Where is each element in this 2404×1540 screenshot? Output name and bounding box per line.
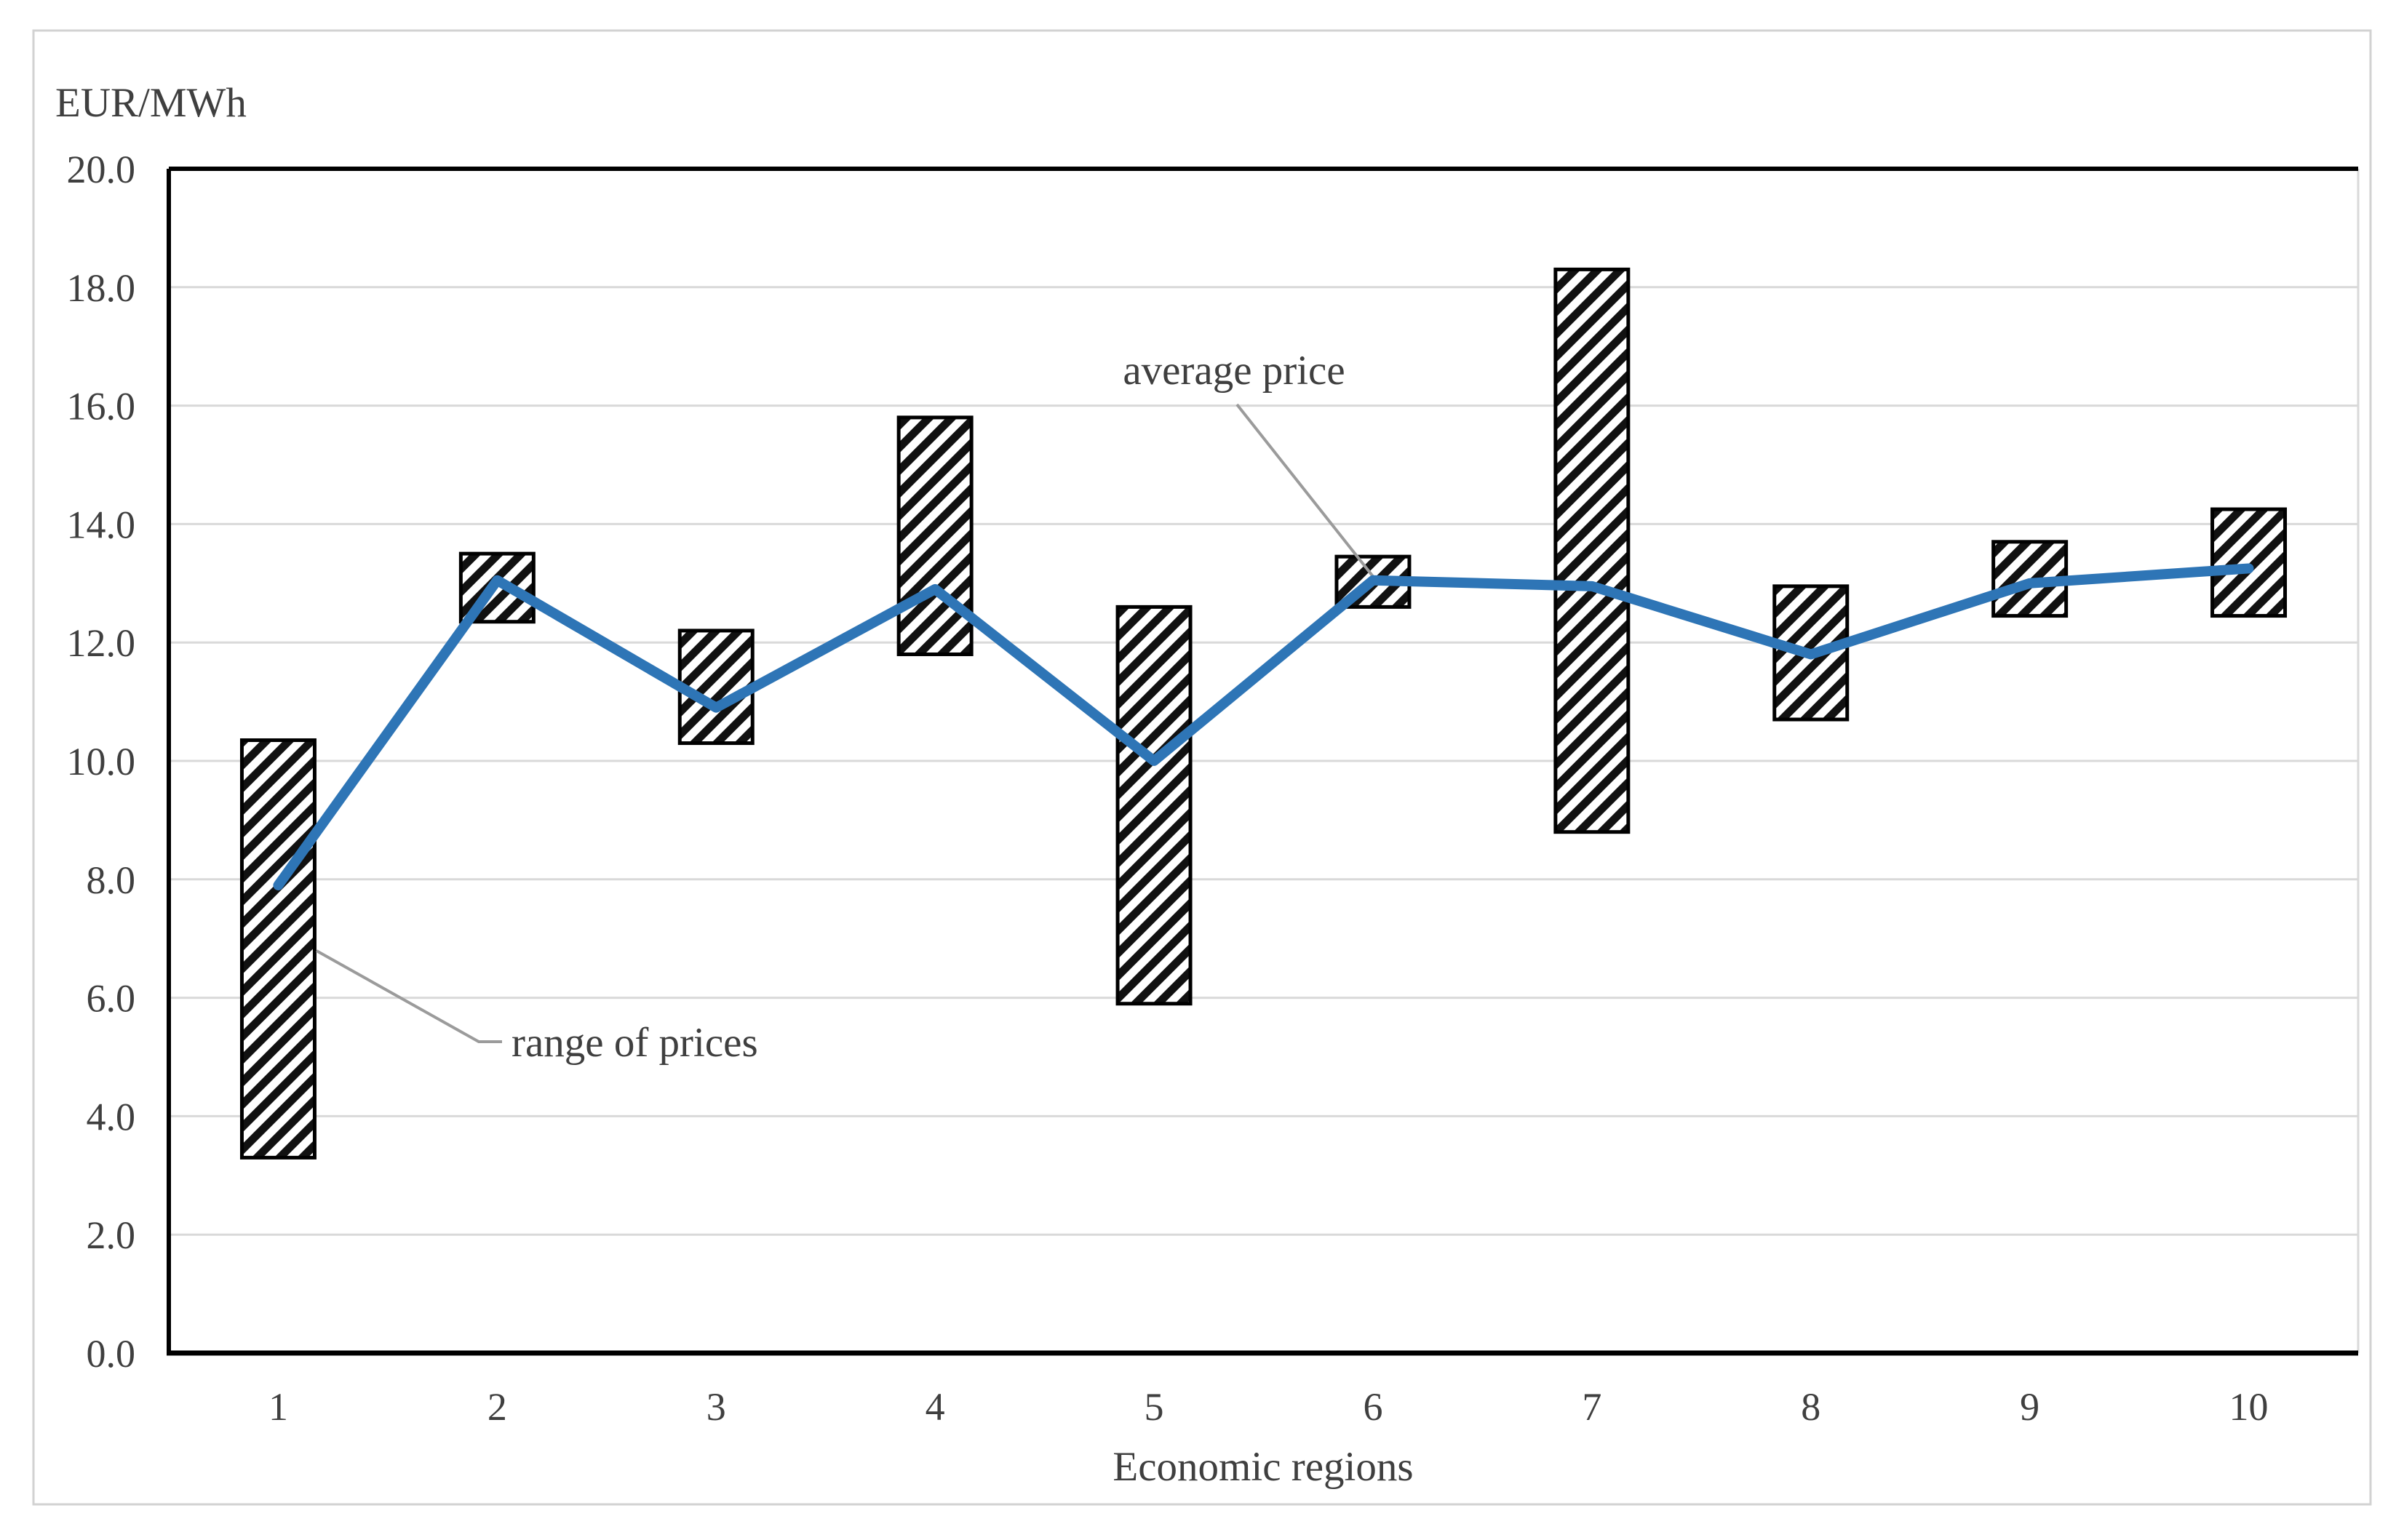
gridlines-group xyxy=(169,286,2358,1236)
range-bar xyxy=(1553,267,1631,834)
y-tick-label: 2.0 xyxy=(87,1213,136,1257)
x-tick-label: 4 xyxy=(926,1385,945,1429)
y-tick-label: 20.0 xyxy=(67,148,136,191)
y-tick-label: 10.0 xyxy=(67,740,136,783)
y-tick-label: 14.0 xyxy=(67,503,136,546)
average-price-line xyxy=(273,563,2254,890)
y-tick-label: 16.0 xyxy=(67,385,136,428)
x-tick-label: 10 xyxy=(2229,1385,2269,1429)
y-tick-label: 0.0 xyxy=(87,1332,136,1376)
x-axis-title: Economic regions xyxy=(1113,1444,1413,1490)
y-tick-label: 6.0 xyxy=(87,977,136,1021)
x-tick-label: 2 xyxy=(487,1385,507,1429)
y-axis-unit-title: EUR/MWh xyxy=(55,80,247,126)
average-price-leader-line xyxy=(1235,403,1379,583)
range-bar xyxy=(1115,605,1193,1006)
figure-border xyxy=(32,29,2372,1506)
x-tick-label: 7 xyxy=(1582,1385,1601,1429)
y-tick-labels-group: 0.0 2.0 4.0 6.0 8.0 10.0 12.0 14.0 16.0 18.0 20.0 xyxy=(67,148,136,1376)
x-tick-label: 8 xyxy=(1801,1385,1820,1429)
y-tick-label: 18.0 xyxy=(67,266,136,310)
x-tick-label: 1 xyxy=(268,1385,288,1429)
average-price-annotation: average price xyxy=(1123,348,1345,394)
range-bars-group xyxy=(239,267,2288,1160)
x-tick-labels-group: 1 2 3 4 5 6 7 8 9 10 xyxy=(268,1385,2269,1429)
range-bar xyxy=(239,738,317,1160)
range-bar xyxy=(2210,507,2288,618)
x-tick-label: 5 xyxy=(1145,1385,1164,1429)
average-line-group xyxy=(273,563,2254,890)
y-tick-label: 4.0 xyxy=(87,1095,136,1138)
range-bar xyxy=(677,629,755,746)
x-tick-label: 3 xyxy=(707,1385,726,1429)
x-tick-label: 9 xyxy=(2020,1385,2039,1429)
y-tick-label: 8.0 xyxy=(87,858,136,902)
range-bar xyxy=(896,415,974,656)
x-tick-label: 6 xyxy=(1363,1385,1382,1429)
y-tick-label: 12.0 xyxy=(67,621,136,665)
range-of-prices-leader-line xyxy=(316,949,502,1043)
range-of-prices-annotation: range of prices xyxy=(512,1020,758,1066)
